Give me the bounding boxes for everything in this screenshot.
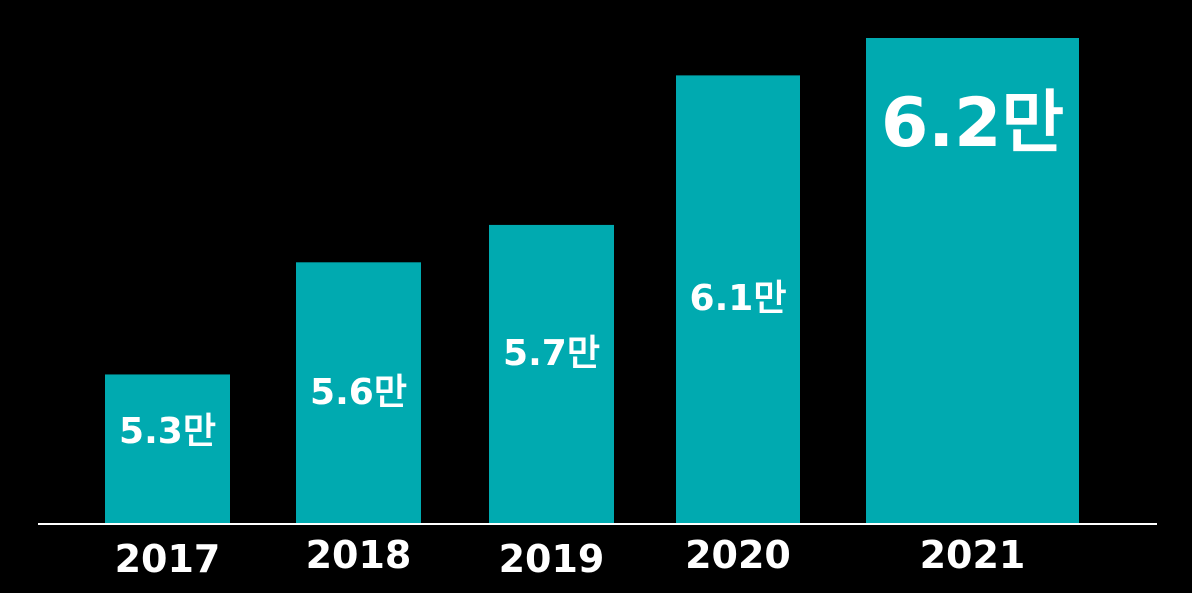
labels-layer: 5.3만 5.6만 5.7만 6.1만 6.2만: [119, 84, 1064, 452]
x-tick-label-2017: 2017: [115, 537, 221, 581]
data-label-2018: 5.6만: [310, 372, 407, 413]
data-label-2017: 5.3만: [119, 411, 216, 452]
x-tick-label-2020: 2020: [685, 533, 791, 577]
x-tick-label-2021: 2021: [920, 533, 1026, 577]
bars-layer: [105, 38, 1079, 524]
x-tick-label-2019: 2019: [499, 537, 605, 581]
data-label-2020: 6.1만: [690, 278, 787, 319]
data-label-2019: 5.7만: [503, 333, 600, 374]
data-label-2021: 6.2만: [881, 84, 1064, 163]
x-tick-label-2018: 2018: [306, 533, 412, 577]
bar-2018: [296, 262, 421, 524]
bar-2019: [489, 224, 614, 524]
bar-2021: [866, 38, 1079, 524]
x-tick-labels: 2017 2018 2019 2020 2021: [115, 533, 1026, 581]
bar-2020: [676, 75, 800, 524]
bar-2017: [105, 374, 230, 524]
